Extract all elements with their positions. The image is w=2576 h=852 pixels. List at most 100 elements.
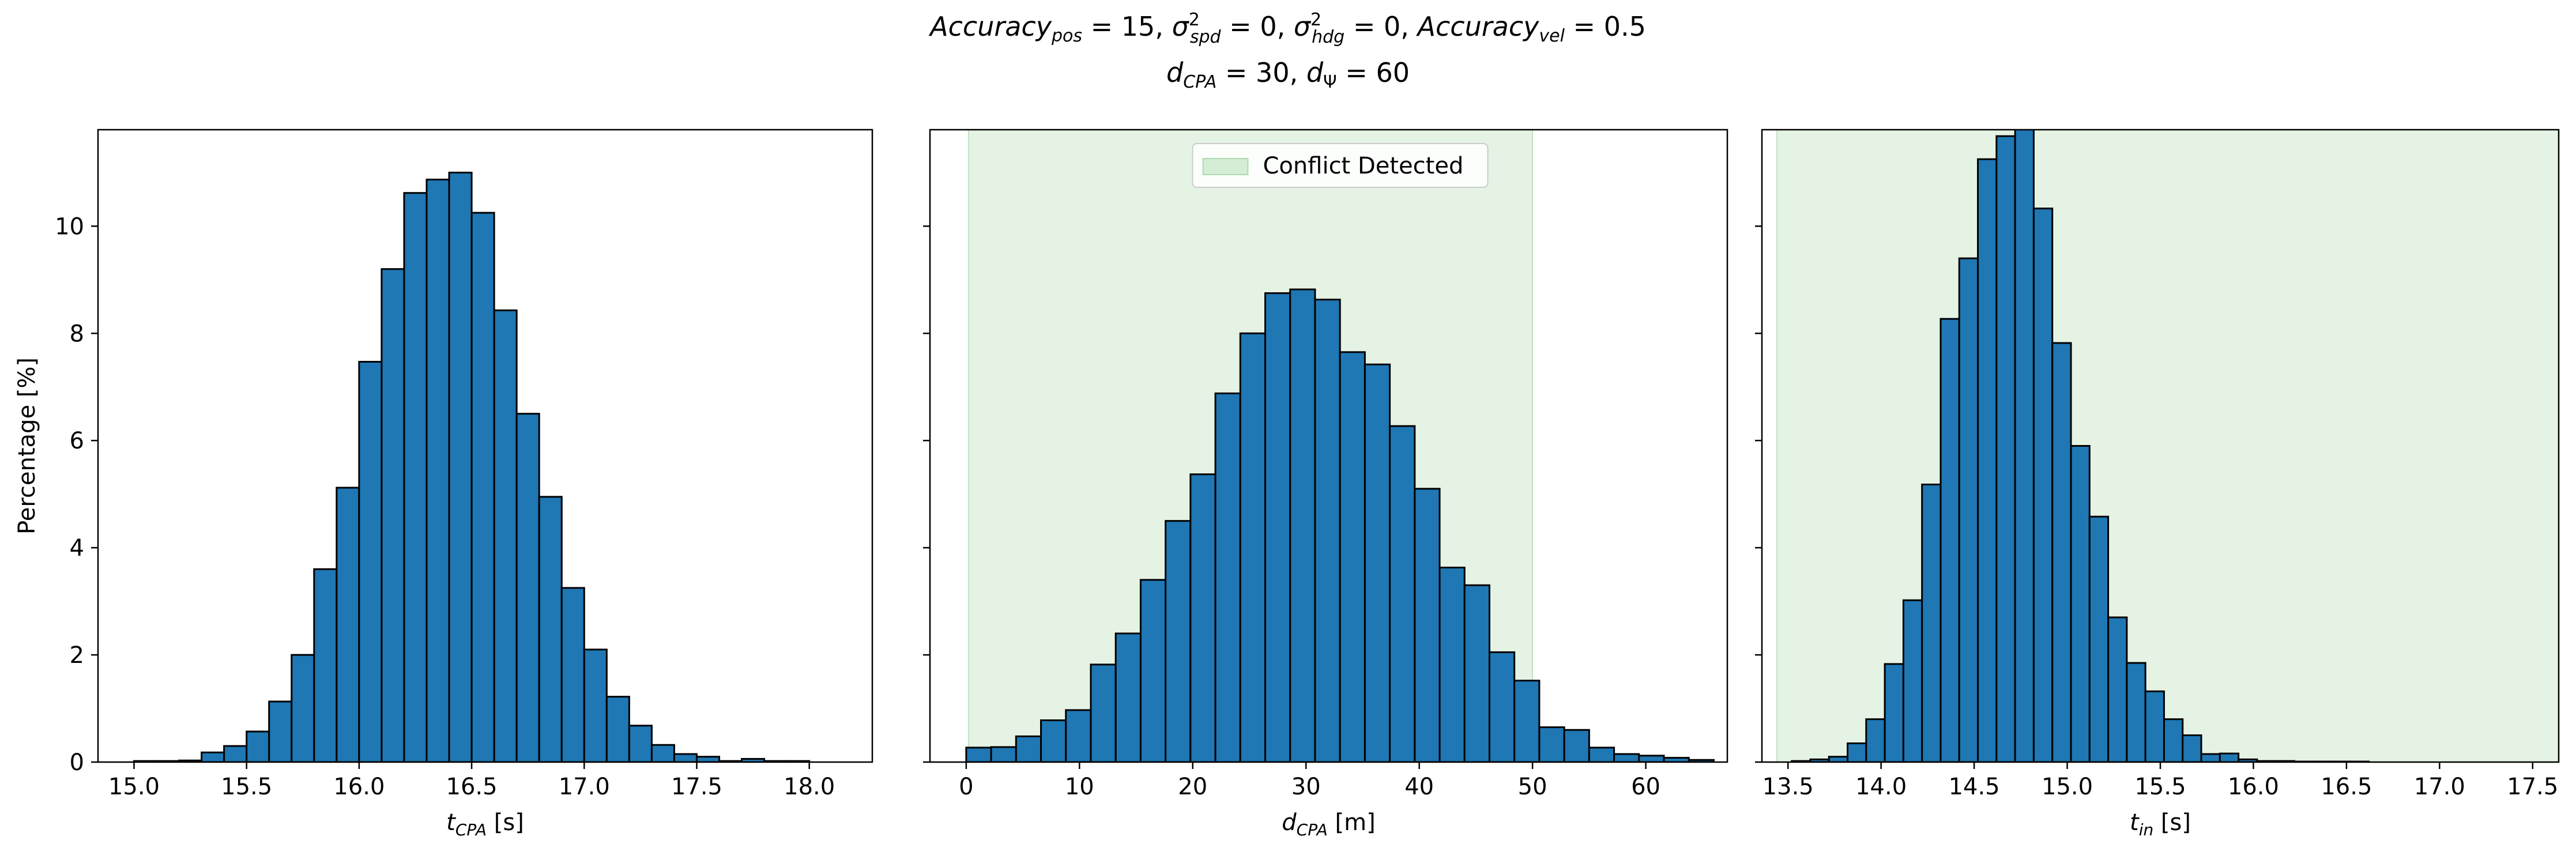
histogram-bar (336, 487, 360, 762)
histogram-bar (2032, 208, 2054, 762)
x-tick-label: 15.5 (2134, 774, 2186, 800)
histogram-bar (650, 744, 675, 762)
x-tick-label: 30 (1291, 774, 1321, 800)
histogram-bar (1995, 135, 2016, 762)
x-tick-label: 15.5 (221, 774, 272, 800)
histogram-bar (1189, 473, 1217, 762)
histogram-bar (1902, 599, 1923, 762)
histogram-bar (223, 745, 248, 762)
histogram-bar (560, 587, 585, 762)
histogram-bar (1389, 425, 1416, 762)
histogram-bar (1214, 392, 1241, 762)
x-tick-label: 40 (1404, 774, 1434, 800)
x-tick-label: 16.5 (2321, 774, 2372, 800)
histogram-panel-1: 15.0 15.5 16.0 16.5 17.0 17.5 18.0 0 2 4 6 8 10 tCPA … (14, 129, 873, 839)
histogram-bar (1264, 292, 1291, 762)
histogram-bar (1090, 663, 1117, 762)
histogram-bar (605, 696, 630, 762)
y-tick-label: 4 (70, 535, 84, 561)
histogram-bar (1314, 299, 1341, 762)
histogram-bar (1165, 520, 1192, 762)
histogram-bar (990, 746, 1017, 762)
histogram-bar (1847, 742, 1867, 762)
histogram-panel-2: 0 10 20 30 40 50 60 dCPA [m] Conflict Detected (923, 129, 1728, 839)
y-tick-label: 10 (55, 213, 84, 240)
histogram-bar (538, 496, 563, 762)
x-tick-label: 17.0 (559, 774, 610, 800)
x-tick-label: 14.5 (1949, 774, 2000, 800)
x-tick-label: 16.0 (2228, 774, 2279, 800)
histogram-bar (2163, 718, 2184, 762)
legend-swatch (1202, 158, 1249, 175)
histogram-bar (1015, 735, 1042, 762)
histogram-bar (403, 192, 428, 762)
histogram-bar (2051, 342, 2072, 762)
histogram-bar (1289, 288, 1316, 762)
x-tick-label: 20 (1178, 774, 1207, 800)
histogram-panel-3: 13.5 14.0 14.5 15.0 15.5 16.0 16.5 17.0 17.5 tin … (1755, 129, 2560, 839)
histogram-bar (201, 751, 225, 762)
histogram-bar (1414, 488, 1441, 762)
x-tick-label: 17.5 (671, 774, 722, 800)
x-tick-label: 60 (1631, 774, 1660, 800)
x-tick-label: 14.0 (1855, 774, 1907, 800)
histogram-bar (1538, 726, 1565, 762)
x-tick-label: 15.0 (2042, 774, 2093, 800)
y-tick-label: 0 (70, 749, 84, 776)
histogram-bar (1884, 663, 1904, 762)
histogram-bar (1513, 680, 1541, 762)
histogram-bar (673, 753, 698, 762)
histogram-bar (358, 361, 383, 762)
histogram-bar (2014, 130, 2035, 762)
histogram-bar (1438, 567, 1466, 762)
x-tick-label: 13.5 (1762, 774, 1814, 800)
histogram-bar (381, 268, 405, 762)
histogram-bar (1114, 632, 1142, 762)
histogram-bar (1921, 483, 1942, 762)
histogram-bar (1339, 351, 1366, 762)
legend-box (1192, 143, 1489, 188)
plot-frame (929, 129, 1728, 763)
histogram-bar (291, 654, 315, 762)
histogram-bar (448, 171, 473, 762)
x-tick-label: 50 (1518, 774, 1547, 800)
x-tick-label: 17.0 (2414, 774, 2465, 800)
legend-label: Conflict Detected (1263, 153, 1464, 179)
histogram-bar (470, 212, 495, 762)
figure-title-line-1: Accuracypos = 15, σ2 spd = 0, σ2 hdg = 0, … (928, 10, 1646, 47)
histogram-bar (313, 568, 338, 762)
x-axis-label: tin [s] (2130, 809, 2191, 839)
histogram-bar (2182, 734, 2202, 762)
histogram-bar (1040, 719, 1067, 762)
histogram-bar (1563, 729, 1590, 762)
histogram-bar (1865, 718, 1886, 762)
histogram-bar (583, 649, 608, 762)
x-tick-label: 16.0 (333, 774, 385, 800)
figure-title-line-2: dCPA = 30, dΨ = 60 (1166, 57, 1410, 92)
x-axis-label: dCPA [m] (1282, 809, 1375, 839)
y-axis-label: Percentage [%] (14, 357, 40, 534)
histogram-bar (1688, 759, 1715, 762)
histogram-bar (2070, 445, 2091, 762)
histogram-bar (1463, 584, 1490, 762)
histogram-bar (1939, 318, 1960, 762)
legend: Conflict Detected (1192, 143, 1489, 188)
histogram-bar (1139, 579, 1167, 762)
histogram-bar (2200, 753, 2221, 762)
histogram-bar (1977, 158, 1998, 762)
x-tick-label: 10 (1065, 774, 1094, 800)
histogram-bar (1065, 709, 1092, 762)
histogram-bar (1613, 753, 1640, 762)
histogram-bar (246, 730, 270, 762)
histogram-bar (1488, 651, 1516, 762)
histogram-bar (1239, 332, 1266, 762)
x-axis-label: tCPA [s] (446, 809, 524, 839)
histogram-bar (2088, 515, 2110, 762)
plot-frame (97, 129, 873, 763)
x-tick-label: 16.5 (446, 774, 498, 800)
histogram-bar (2144, 690, 2165, 762)
histogram-bar (965, 747, 992, 762)
y-tick-label: 2 (70, 642, 84, 669)
y-tick-label: 6 (70, 428, 84, 454)
